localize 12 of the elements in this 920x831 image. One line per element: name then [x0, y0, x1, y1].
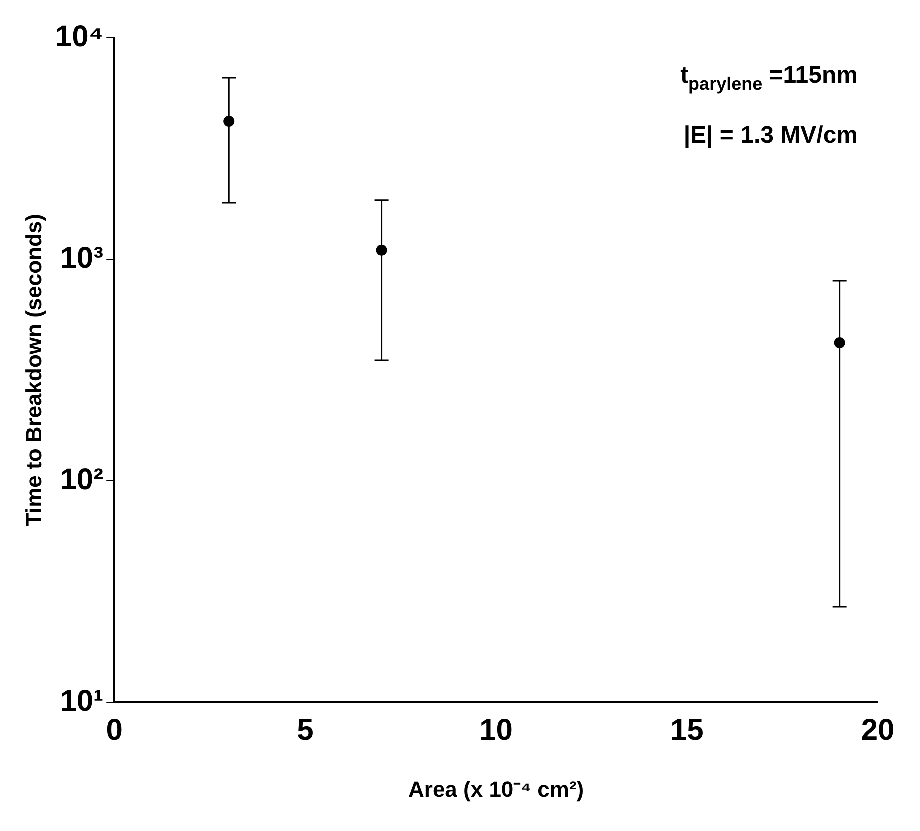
y-tick-label: 10³ [60, 242, 104, 275]
x-tick-label: 15 [670, 714, 704, 747]
x-tick-label: 10 [480, 714, 513, 747]
x-tick-label: 0 [106, 714, 123, 747]
annotation: |E| = 1.3 MV/cm [684, 122, 858, 149]
x-tick-label: 20 [861, 714, 895, 747]
y-tick-label: 10¹ [60, 684, 104, 718]
y-axis-title: Time to Breakdown (seconds) [21, 214, 46, 527]
y-tick-label: 10² [60, 463, 104, 496]
x-tick-label: 5 [297, 714, 314, 747]
y-tick-label: 10⁴ [55, 20, 104, 54]
x-axis-title: Area (x 10⁻⁴ cm²) [408, 776, 584, 802]
